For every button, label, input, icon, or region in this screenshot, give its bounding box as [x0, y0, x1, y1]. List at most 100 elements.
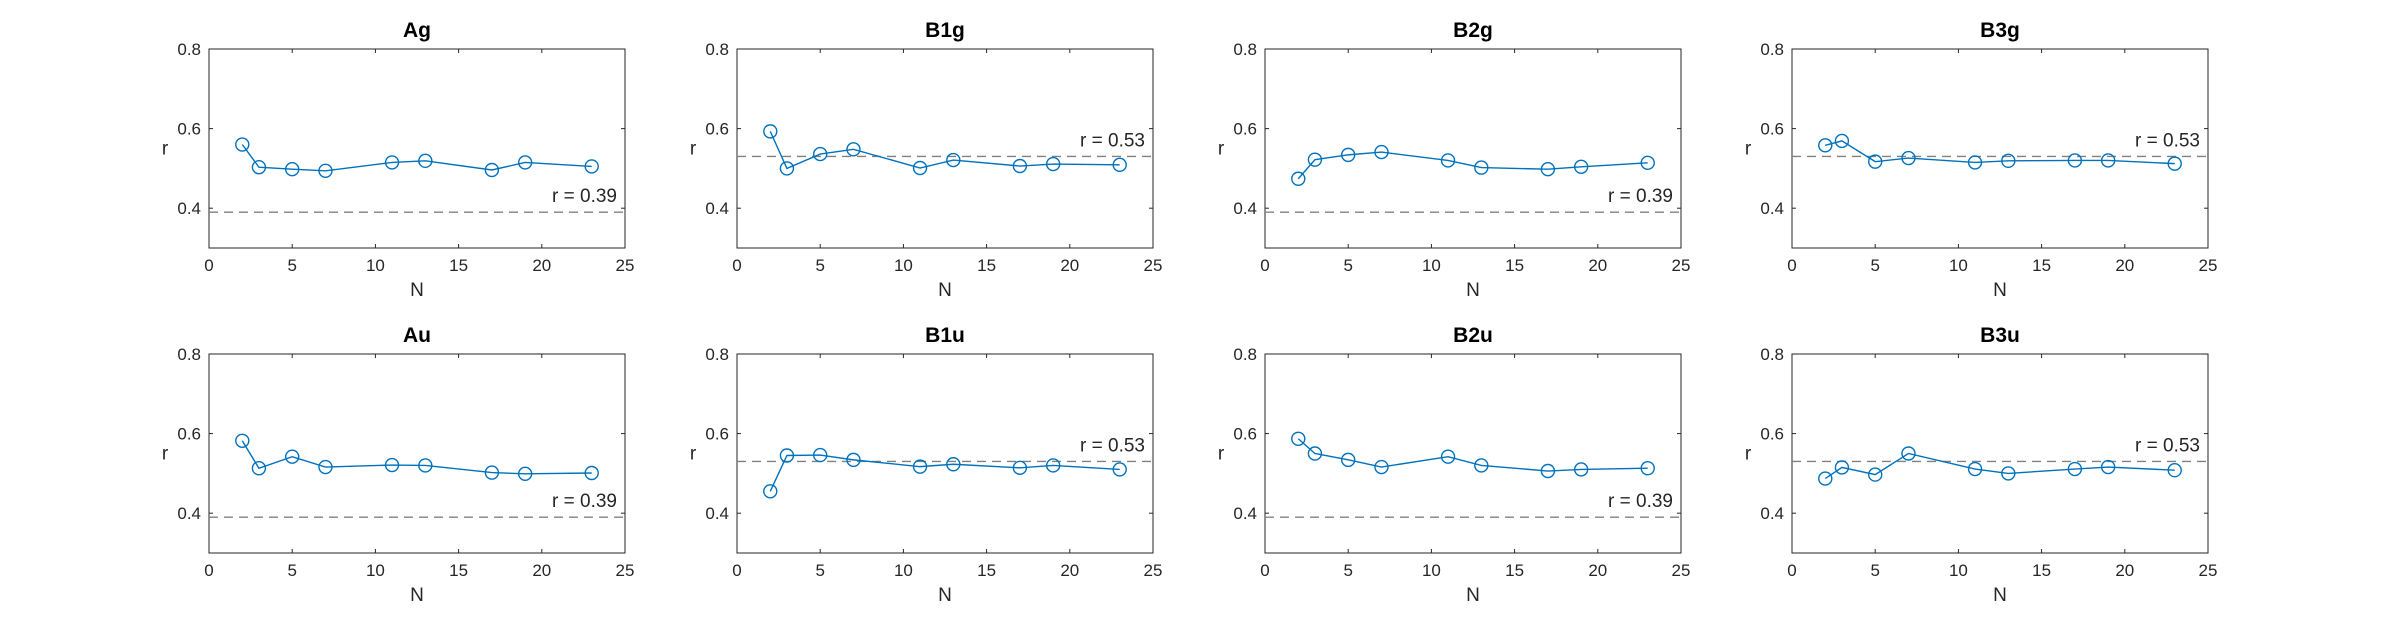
- chart-b3g: B3g 0 5 10 15 20 25 0.4 0.6 0.8 Nr r = 0.53: [1745, 19, 2218, 301]
- reference-label: r = 0.39: [552, 186, 617, 207]
- y-tick-label: 0.6: [705, 425, 729, 444]
- x-tick-label: 5: [1343, 256, 1352, 275]
- series-line: [1824, 452, 2175, 480]
- x-tick-label: 20: [2115, 256, 2134, 275]
- x-tick-label: 5: [287, 561, 296, 580]
- x-tick-label: 10: [1422, 256, 1441, 275]
- x-tick-label: 20: [2115, 561, 2134, 580]
- data-point: [1540, 161, 1556, 177]
- x-axis-label: N: [938, 585, 952, 606]
- x-tick-label: 10: [894, 256, 913, 275]
- x-tick-label: 10: [1949, 256, 1968, 275]
- chart-title: B2g: [1453, 19, 1493, 42]
- data-point: [1374, 144, 1389, 160]
- x-tick-label: 0: [1787, 256, 1796, 275]
- data-point: [1340, 147, 1356, 163]
- data-point: [1573, 462, 1589, 477]
- y-axis-label: r: [1745, 139, 1752, 160]
- data-point: [1440, 449, 1456, 464]
- data-point: [1307, 152, 1323, 167]
- y-axis-label: r: [1218, 139, 1225, 160]
- data-point: [813, 146, 828, 162]
- reference-label: r = 0.53: [2135, 130, 2200, 151]
- data-point: [517, 466, 533, 481]
- x-tick-label: 20: [532, 256, 551, 275]
- data-point: [763, 124, 778, 139]
- chart-title: B1g: [925, 19, 965, 42]
- data-point: [318, 459, 333, 475]
- y-tick-label: 0.6: [1760, 120, 1784, 139]
- y-tick-label: 0.8: [177, 40, 201, 59]
- x-tick-label: 25: [1144, 256, 1163, 275]
- data-point: [1112, 157, 1127, 173]
- data-point: [1834, 460, 1850, 475]
- x-tick-label: 5: [815, 561, 824, 580]
- data-point: [484, 465, 500, 480]
- data-point: [2100, 153, 2116, 168]
- y-tick-label: 0.6: [1233, 120, 1257, 139]
- x-tick-label: 20: [532, 561, 551, 580]
- y-tick-label: 0.6: [177, 425, 201, 444]
- data-point: [1867, 154, 1883, 169]
- data-point: [251, 160, 267, 175]
- x-tick-label: 5: [287, 256, 296, 275]
- data-point: [2067, 153, 2083, 168]
- data-point: [251, 461, 267, 476]
- plot-area: [736, 48, 1154, 249]
- x-tick-label: 5: [1870, 256, 1879, 275]
- x-tick-label: 15: [2032, 256, 2051, 275]
- x-tick-label: 25: [1672, 561, 1691, 580]
- series-line: [769, 454, 1120, 492]
- data-point: [779, 448, 795, 463]
- data-point: [1967, 155, 1983, 170]
- x-tick-label: 20: [1060, 561, 1079, 580]
- reference-label: r = 0.39: [1608, 186, 1673, 207]
- data-point: [2100, 459, 2116, 475]
- x-tick-label: 5: [1870, 561, 1879, 580]
- data-point: [1818, 471, 1833, 486]
- data-point: [1440, 153, 1456, 168]
- x-tick-label: 0: [1787, 561, 1796, 580]
- data-point: [1307, 446, 1323, 461]
- data-point: [235, 433, 250, 448]
- chart-b1u: B1u 0 5 10 15 20 25 0.4 0.6 0.8 Nr r = 0.53: [690, 324, 1163, 606]
- y-axis-label: r: [1745, 444, 1752, 465]
- x-axis-label: N: [1993, 585, 2007, 606]
- series-line: [1297, 151, 1648, 180]
- data-point: [1901, 446, 1916, 461]
- data-point: [1045, 156, 1061, 172]
- data-point: [1291, 431, 1306, 446]
- y-axis-label: r: [690, 139, 697, 160]
- data-point: [1045, 458, 1061, 473]
- y-tick-label: 0.8: [1760, 345, 1784, 364]
- chart-b2g: B2g 0 5 10 15 20 25 0.4 0.6 0.8 Nr r = 0.39: [1218, 19, 1691, 301]
- x-tick-label: 0: [204, 561, 213, 580]
- data-point: [1474, 160, 1489, 175]
- data-point: [1640, 155, 1655, 171]
- data-point: [1112, 462, 1127, 477]
- x-axis-label: N: [1993, 280, 2007, 301]
- y-axis-label: r: [162, 444, 169, 465]
- data-point: [763, 484, 778, 499]
- data-point: [2067, 461, 2083, 477]
- x-tick-label: 0: [204, 256, 213, 275]
- x-tick-label: 25: [616, 256, 635, 275]
- chart-b1g: B1g 0 5 10 15 20 25 0.4 0.6 0.8 Nr r = 0.53: [690, 19, 1163, 301]
- data-point: [1573, 159, 1589, 175]
- data-point: [1012, 460, 1028, 476]
- reference-label: r = 0.53: [2135, 435, 2200, 456]
- x-tick-label: 10: [1949, 561, 1968, 580]
- plot-area: [1264, 48, 1682, 249]
- chart-title: Ag: [403, 19, 431, 42]
- data-point: [285, 161, 300, 177]
- data-point: [285, 449, 300, 464]
- data-point: [1340, 452, 1356, 468]
- data-point: [318, 163, 333, 178]
- data-point: [584, 159, 599, 174]
- data-point: [1540, 463, 1556, 479]
- data-point: [2001, 153, 2016, 169]
- x-axis-label: N: [410, 585, 424, 606]
- reference-label: r = 0.39: [1608, 491, 1673, 512]
- y-tick-label: 0.4: [1760, 504, 1784, 523]
